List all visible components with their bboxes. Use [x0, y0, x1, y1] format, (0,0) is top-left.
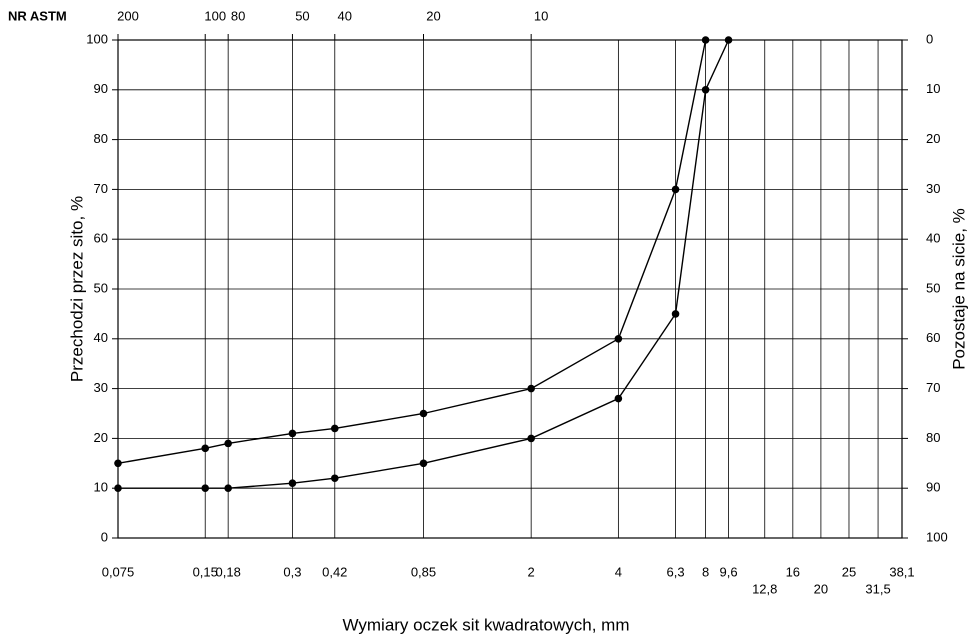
x-tick-label: 0,15	[193, 564, 218, 579]
y2-tick-label: 20	[926, 131, 940, 146]
data-point	[419, 459, 428, 468]
x-tick-label: 9,6	[720, 564, 738, 579]
y2-tick-label: 50	[926, 280, 940, 295]
data-point	[201, 444, 210, 453]
top-tick-label: 50	[295, 8, 309, 23]
y-tick-label: 70	[94, 181, 108, 196]
data-point	[330, 474, 339, 483]
x-tick-label: 0,3	[283, 564, 301, 579]
x-tick-label: 0,18	[216, 564, 241, 579]
y-tick-label: 0	[101, 529, 108, 544]
y2-tick-label: 0	[926, 31, 933, 46]
top-axis-title: NR ASTM	[8, 8, 67, 23]
y2-tick-label: 70	[926, 380, 940, 395]
series-line	[117, 39, 707, 464]
y-tick-label: 80	[94, 131, 108, 146]
top-tick-label: 40	[338, 8, 352, 23]
top-tick-label: 100	[204, 8, 226, 23]
top-tick-label: 80	[231, 8, 245, 23]
x-tick-label: 8	[702, 564, 709, 579]
y-axis-title: Przechodzi przez sito, %	[67, 196, 86, 382]
x-tick-label: 0,42	[322, 564, 347, 579]
y2-tick-label: 90	[926, 480, 940, 495]
y2-tick-label: 80	[926, 430, 940, 445]
data-point	[671, 310, 680, 318]
x-tick-label: 16	[786, 564, 800, 579]
y2-tick-label: 60	[926, 330, 940, 345]
x-axis-title: Wymiary oczek sit kwadratowych, mm	[342, 615, 629, 634]
top-tick-label: 200	[117, 8, 139, 23]
data-point	[288, 429, 297, 438]
data-point	[614, 335, 623, 343]
x-tick-label: 12,8	[752, 581, 777, 596]
x-tick-label: 20	[814, 581, 828, 596]
data-point	[224, 439, 232, 448]
data-point	[701, 36, 710, 44]
x-tick-label: 31,5	[865, 581, 890, 596]
data-point	[527, 434, 535, 443]
y-tick-label: 50	[94, 280, 108, 295]
data-point	[114, 459, 122, 468]
y-tick-label: 100	[86, 31, 108, 46]
top-tick-label: 10	[534, 8, 548, 23]
x-tick-label: 2	[528, 564, 535, 579]
y-tick-label: 40	[94, 330, 108, 345]
data-point	[114, 484, 122, 493]
x-tick-label: 0,075	[102, 564, 135, 579]
data-point	[288, 479, 297, 488]
y2-axis-title: Pozostaje na sicie, %	[949, 208, 968, 370]
y2-tick-label: 100	[926, 529, 948, 544]
y2-tick-label: 40	[926, 231, 940, 246]
y-tick-label: 60	[94, 231, 108, 246]
data-point	[701, 86, 710, 94]
data-point	[724, 36, 733, 44]
y-tick-label: 10	[94, 480, 108, 495]
x-tick-label: 25	[842, 564, 856, 579]
y2-tick-label: 10	[926, 81, 940, 96]
x-tick-label: 0,85	[411, 564, 436, 579]
y2-tick-label: 30	[926, 181, 940, 196]
top-tick-label: 20	[426, 8, 440, 23]
data-point	[527, 384, 535, 393]
x-tick-label: 38,1	[889, 564, 914, 579]
data-point	[224, 484, 232, 493]
data-point	[671, 185, 680, 194]
x-tick-label: 4	[615, 564, 622, 579]
y-tick-label: 90	[94, 81, 108, 96]
y-tick-label: 30	[94, 380, 108, 395]
data-point	[614, 394, 623, 403]
y-tick-label: 20	[94, 430, 108, 445]
x-tick-label: 6,3	[667, 564, 685, 579]
data-point	[330, 424, 339, 433]
data-point	[419, 409, 428, 418]
data-point	[201, 484, 210, 493]
